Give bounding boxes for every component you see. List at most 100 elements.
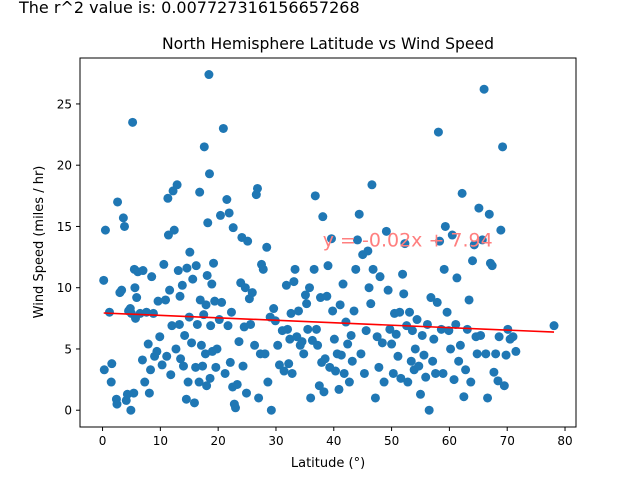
x-tick-label: 20 bbox=[211, 434, 226, 448]
data-point bbox=[459, 392, 469, 402]
data-point bbox=[246, 319, 256, 329]
data-point bbox=[258, 264, 268, 274]
data-point bbox=[99, 365, 109, 375]
data-point bbox=[451, 319, 461, 329]
data-point bbox=[309, 264, 319, 274]
data-point bbox=[424, 405, 434, 415]
data-point bbox=[191, 261, 201, 271]
y-tick-label: 0 bbox=[64, 404, 72, 418]
data-point bbox=[104, 307, 114, 317]
data-point bbox=[285, 334, 295, 344]
data-point bbox=[206, 321, 216, 331]
data-point bbox=[406, 356, 416, 366]
data-point bbox=[469, 240, 479, 250]
data-point bbox=[189, 398, 199, 408]
data-point bbox=[303, 324, 313, 334]
data-point bbox=[320, 354, 330, 364]
data-point bbox=[143, 339, 153, 349]
data-point bbox=[339, 368, 349, 378]
data-point bbox=[203, 218, 213, 228]
data-point bbox=[410, 344, 420, 354]
data-point bbox=[201, 300, 211, 310]
data-point bbox=[318, 212, 328, 222]
data-point bbox=[498, 142, 508, 152]
chart-title: North Hemisphere Latitude vs Wind Speed bbox=[162, 35, 494, 53]
data-point bbox=[284, 359, 294, 369]
data-point bbox=[112, 399, 122, 409]
data-point bbox=[234, 337, 244, 347]
data-point bbox=[449, 375, 459, 385]
data-point bbox=[157, 360, 167, 370]
data-point bbox=[452, 273, 462, 283]
data-point bbox=[499, 381, 509, 391]
data-point bbox=[137, 355, 147, 365]
data-point bbox=[247, 288, 257, 298]
data-point bbox=[211, 362, 221, 372]
data-point bbox=[454, 356, 464, 366]
data-point bbox=[181, 394, 191, 404]
data-point bbox=[177, 280, 187, 290]
y-tick-label: 15 bbox=[57, 220, 72, 234]
data-point bbox=[479, 84, 489, 94]
data-point bbox=[222, 194, 232, 204]
data-point bbox=[428, 356, 438, 366]
data-point bbox=[432, 297, 442, 307]
data-point bbox=[224, 208, 234, 218]
data-point bbox=[225, 357, 235, 367]
data-point bbox=[218, 123, 228, 133]
data-point bbox=[99, 275, 109, 285]
data-point bbox=[238, 361, 248, 371]
data-point bbox=[493, 376, 503, 386]
data-point bbox=[412, 315, 422, 325]
data-point bbox=[343, 339, 353, 349]
data-point bbox=[464, 295, 474, 305]
data-point bbox=[370, 393, 380, 403]
data-point bbox=[214, 315, 224, 325]
data-point bbox=[477, 235, 487, 245]
data-point bbox=[440, 221, 450, 231]
data-point bbox=[120, 221, 130, 231]
data-point bbox=[174, 319, 184, 329]
data-point bbox=[169, 225, 179, 235]
data-point bbox=[336, 350, 346, 360]
data-point bbox=[192, 319, 202, 329]
data-point bbox=[461, 365, 471, 375]
data-point bbox=[140, 377, 150, 387]
data-point bbox=[322, 291, 332, 301]
y-tick-label: 5 bbox=[64, 342, 72, 356]
data-point bbox=[367, 180, 377, 190]
data-point bbox=[415, 389, 425, 399]
data-point bbox=[407, 326, 417, 336]
data-point bbox=[106, 377, 116, 387]
data-point bbox=[281, 280, 291, 290]
data-point bbox=[113, 197, 123, 207]
data-point bbox=[349, 306, 359, 316]
data-point bbox=[364, 283, 374, 293]
data-point bbox=[356, 349, 366, 359]
data-point bbox=[289, 277, 299, 287]
data-point bbox=[442, 307, 452, 317]
data-point bbox=[468, 256, 478, 266]
data-point bbox=[331, 366, 341, 376]
data-point bbox=[341, 317, 351, 327]
data-point bbox=[399, 289, 409, 299]
data-point bbox=[204, 169, 214, 179]
data-point bbox=[187, 338, 197, 348]
x-tick-label: 60 bbox=[442, 434, 457, 448]
data-point bbox=[180, 330, 190, 340]
data-point bbox=[351, 264, 361, 274]
data-point bbox=[241, 388, 251, 398]
data-point bbox=[421, 372, 431, 382]
data-point bbox=[279, 366, 289, 376]
data-point bbox=[419, 350, 429, 360]
data-point bbox=[118, 213, 128, 223]
data-point bbox=[153, 296, 163, 306]
data-point bbox=[300, 290, 310, 300]
plot-frame bbox=[79, 57, 577, 428]
r-squared-text: The r^2 value is: 0.007727316156657268 bbox=[19, 0, 360, 17]
data-point bbox=[455, 340, 465, 350]
data-point bbox=[474, 203, 484, 213]
x-tick-label: 30 bbox=[268, 434, 283, 448]
data-point bbox=[508, 332, 518, 342]
data-point bbox=[161, 295, 171, 305]
